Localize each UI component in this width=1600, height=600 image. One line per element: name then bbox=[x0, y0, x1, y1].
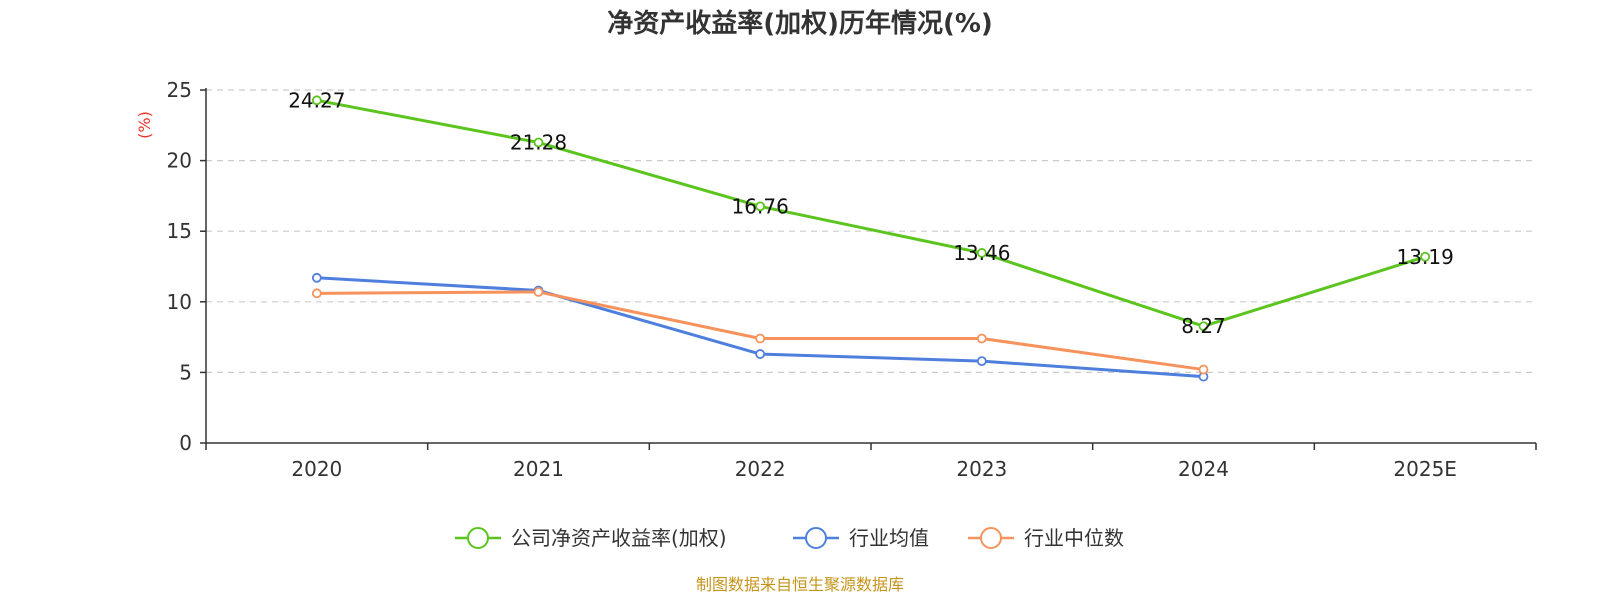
x-tick-label-2023: 2023 bbox=[956, 457, 1007, 481]
y-tick-label-15: 15 bbox=[167, 219, 192, 243]
series-2-point-2022 bbox=[755, 333, 766, 344]
legend-label-0: 公司净资产收益率(加权) bbox=[511, 526, 727, 550]
x-tick-label-2021: 2021 bbox=[513, 457, 564, 481]
legend-marker-2 bbox=[980, 527, 1002, 549]
x-tick-label-2020: 2020 bbox=[291, 457, 342, 481]
series-0-point-2024 bbox=[1198, 321, 1209, 332]
legend-marker-0 bbox=[467, 527, 489, 549]
y-tick-label-20: 20 bbox=[167, 149, 192, 173]
series-0-point-2023 bbox=[976, 248, 987, 258]
series-1-point-2020 bbox=[311, 272, 322, 283]
legend-label-1: 行业均值 bbox=[849, 526, 929, 550]
y-tick-label-0: 0 bbox=[179, 431, 192, 455]
gridlines bbox=[206, 89, 1536, 373]
data-label-2021: 21.28 bbox=[510, 131, 567, 155]
data-label-2024: 8.27 bbox=[1181, 314, 1226, 338]
legend-label-2: 行业中位数 bbox=[1024, 526, 1124, 550]
legend-item-2[interactable]: 行业中位数 bbox=[968, 526, 1124, 550]
series-1-point-2023 bbox=[976, 356, 987, 367]
y-axis-label: (%) bbox=[135, 111, 154, 139]
data-label-2020: 24.27 bbox=[288, 88, 345, 112]
legend-item-0[interactable]: 公司净资产收益率(加权) bbox=[455, 526, 727, 550]
legend[interactable]: 公司净资产收益率(加权) 行业均值 行业中位数 bbox=[455, 526, 1124, 550]
series-2-point-2024 bbox=[1198, 364, 1209, 375]
series-2-point-2020 bbox=[311, 288, 322, 299]
chart-title: 净资产收益率(加权)历年情况(%) bbox=[607, 8, 993, 39]
series-2-point-2023 bbox=[976, 333, 987, 344]
data-label-2025E: 13.19 bbox=[1397, 245, 1454, 269]
y-tick-label-5: 5 bbox=[179, 360, 192, 384]
legend-item-1[interactable]: 行业均值 bbox=[793, 526, 929, 550]
y-tick-label-25: 25 bbox=[167, 78, 192, 102]
series-0-point-2022 bbox=[755, 201, 766, 212]
series-1-point-2022 bbox=[755, 349, 766, 359]
series-2-point-2021 bbox=[533, 287, 544, 297]
series-0-point-2025E bbox=[1420, 251, 1431, 262]
data-labels: 24.27 21.28 16.76 13.46 8.27 13.19 bbox=[288, 88, 1454, 338]
y-tick-label-10: 10 bbox=[167, 290, 192, 314]
legend-marker-1 bbox=[805, 527, 827, 549]
data-label-2023: 13.46 bbox=[953, 241, 1010, 265]
series-0-point-2021 bbox=[533, 137, 544, 148]
series-line-0 bbox=[316, 98, 1426, 328]
x-tick-label-2025E: 2025E bbox=[1393, 457, 1457, 481]
x-tick-label-2024: 2024 bbox=[1178, 457, 1229, 481]
series-0-point-2020 bbox=[311, 95, 322, 106]
data-label-2022: 16.76 bbox=[732, 194, 789, 218]
source-note: 制图数据来自恒生聚源数据库 bbox=[696, 575, 904, 594]
x-tick-label-2022: 2022 bbox=[735, 457, 786, 481]
series-layer bbox=[311, 95, 1431, 382]
axes: 0 5 10 15 20 25 2020 2021 2022 2023 2024 2025E bbox=[167, 78, 1537, 481]
